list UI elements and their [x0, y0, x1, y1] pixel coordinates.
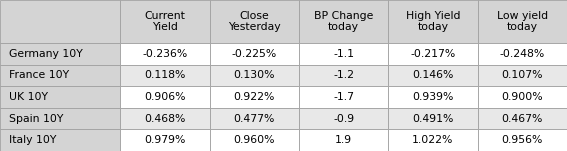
- Text: Germany 10Y: Germany 10Y: [9, 49, 82, 59]
- Bar: [0, 108, 120, 129]
- Text: -1.1: -1.1: [333, 49, 354, 59]
- Bar: [299, 0, 388, 43]
- Bar: [477, 129, 567, 151]
- Bar: [120, 129, 210, 151]
- Text: BP Change
today: BP Change today: [314, 11, 373, 32]
- Bar: [210, 108, 299, 129]
- Text: 0.477%: 0.477%: [234, 114, 275, 124]
- Bar: [0, 129, 120, 151]
- Text: Current
Yield: Current Yield: [145, 11, 185, 32]
- Bar: [299, 129, 388, 151]
- Text: -0.217%: -0.217%: [411, 49, 455, 59]
- Text: 0.467%: 0.467%: [502, 114, 543, 124]
- Text: 0.107%: 0.107%: [502, 71, 543, 80]
- Text: Italy 10Y: Italy 10Y: [9, 135, 56, 145]
- Text: -0.248%: -0.248%: [500, 49, 545, 59]
- Bar: [210, 0, 299, 43]
- Text: 0.956%: 0.956%: [502, 135, 543, 145]
- Text: 0.960%: 0.960%: [234, 135, 275, 145]
- Bar: [0, 65, 120, 86]
- Text: 0.979%: 0.979%: [144, 135, 185, 145]
- Text: -0.236%: -0.236%: [142, 49, 188, 59]
- Bar: [210, 43, 299, 65]
- Text: 0.491%: 0.491%: [412, 114, 454, 124]
- Bar: [120, 43, 210, 65]
- Bar: [477, 108, 567, 129]
- Text: 0.922%: 0.922%: [234, 92, 275, 102]
- Bar: [388, 129, 477, 151]
- Bar: [388, 65, 477, 86]
- Bar: [388, 108, 477, 129]
- Text: Low yield
today: Low yield today: [497, 11, 548, 32]
- Text: -0.225%: -0.225%: [231, 49, 277, 59]
- Text: 1.9: 1.9: [335, 135, 352, 145]
- Text: 0.906%: 0.906%: [144, 92, 185, 102]
- Text: Close
Yesterday: Close Yesterday: [228, 11, 281, 32]
- Bar: [299, 108, 388, 129]
- Bar: [120, 65, 210, 86]
- Bar: [388, 86, 477, 108]
- Bar: [477, 65, 567, 86]
- Bar: [120, 108, 210, 129]
- Text: Spain 10Y: Spain 10Y: [9, 114, 63, 124]
- Bar: [210, 65, 299, 86]
- Bar: [120, 0, 210, 43]
- Text: 0.939%: 0.939%: [412, 92, 454, 102]
- Text: -0.9: -0.9: [333, 114, 354, 124]
- Bar: [0, 43, 120, 65]
- Text: France 10Y: France 10Y: [9, 71, 69, 80]
- Text: 0.118%: 0.118%: [144, 71, 185, 80]
- Text: High Yield
today: High Yield today: [406, 11, 460, 32]
- Text: 0.900%: 0.900%: [501, 92, 543, 102]
- Text: -1.7: -1.7: [333, 92, 354, 102]
- Bar: [210, 86, 299, 108]
- Text: -1.2: -1.2: [333, 71, 354, 80]
- Bar: [299, 43, 388, 65]
- Bar: [477, 86, 567, 108]
- Bar: [388, 0, 477, 43]
- Bar: [120, 86, 210, 108]
- Text: UK 10Y: UK 10Y: [9, 92, 48, 102]
- Bar: [299, 65, 388, 86]
- Bar: [388, 43, 477, 65]
- Bar: [0, 0, 120, 43]
- Bar: [210, 129, 299, 151]
- Text: 0.130%: 0.130%: [234, 71, 275, 80]
- Text: 0.146%: 0.146%: [412, 71, 454, 80]
- Text: 1.022%: 1.022%: [412, 135, 454, 145]
- Text: 0.468%: 0.468%: [144, 114, 185, 124]
- Bar: [477, 0, 567, 43]
- Bar: [0, 86, 120, 108]
- Bar: [299, 86, 388, 108]
- Bar: [477, 43, 567, 65]
